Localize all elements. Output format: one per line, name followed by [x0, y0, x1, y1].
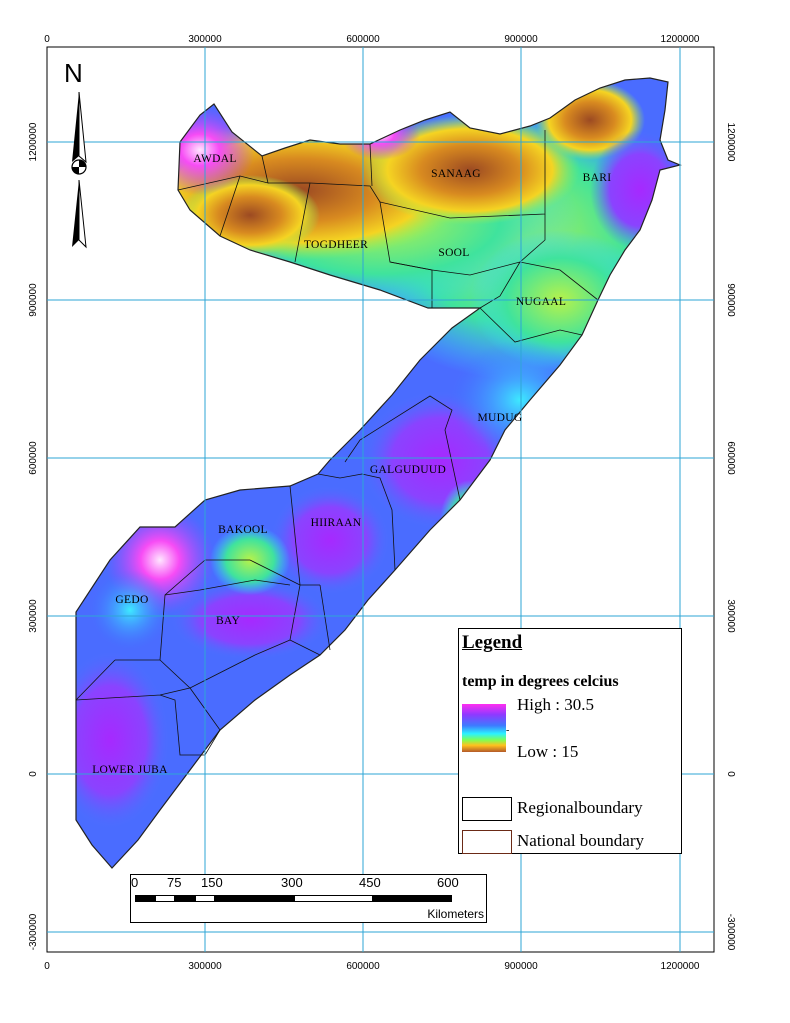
x-tick-top-label: 0: [44, 34, 50, 45]
scale-label-75: 75: [167, 875, 182, 890]
region-label-bay: BAY: [216, 615, 241, 627]
x-tick-top-label: 900000: [504, 34, 538, 45]
region-label-gedo: GEDO: [115, 594, 148, 606]
legend-color-ramp: [462, 704, 506, 752]
legend-national-swatch: [462, 830, 512, 854]
map-frame: [46, 46, 715, 953]
scale-label-300: 300: [281, 875, 303, 890]
scale-seg-5: [215, 895, 294, 902]
x-tick-bottom-label: 900000: [504, 961, 538, 972]
x-axis-bottom-ticks: 0 300000 600000 900000 1200000: [44, 961, 700, 972]
scale-bar: 0 75 150 300 450 600 Kilometers: [130, 874, 487, 923]
y-tick-right-label: 900000: [725, 283, 736, 317]
region-label-nugaal: NUGAAL: [516, 296, 566, 308]
region-label-sool: SOOL: [438, 247, 469, 259]
region-label-galguduud: GALGUDUUD: [370, 464, 446, 476]
y-tick-right-label: 300000: [725, 599, 736, 633]
y-tick-left-label: 300000: [28, 599, 39, 633]
y-tick-left-label: 0: [28, 771, 39, 777]
x-tick-bottom-label: 1200000: [661, 961, 700, 972]
y-tick-left-label: -300000: [28, 913, 39, 950]
x-tick-bottom-label: 300000: [188, 961, 222, 972]
region-label-lower-juba: LOWER JUBA: [92, 764, 168, 776]
legend-regional-label: Regionalboundary: [517, 798, 643, 817]
y-tick-right-label: 1200000: [725, 123, 736, 162]
scale-seg-6: [294, 895, 373, 902]
scale-unit: Kilometers: [427, 907, 484, 921]
legend-national-label: National boundary: [517, 831, 644, 850]
y-tick-right-label: 600000: [725, 441, 736, 475]
legend-regional-swatch: [462, 797, 512, 821]
legend-low: Low : 15: [517, 742, 579, 761]
y-axis-left-ticks: 1200000 900000 600000 300000 0 -300000: [28, 122, 39, 950]
region-label-mudug: MUDUG: [478, 412, 523, 424]
x-axis-top-ticks: 0 300000 600000 900000 1200000: [44, 34, 700, 45]
y-tick-left-label: 1200000: [28, 122, 39, 161]
region-label-bari: BARI: [583, 172, 612, 184]
y-tick-right-label: -300000: [725, 914, 736, 951]
scale-label-0: 0: [131, 875, 139, 890]
regional-boundaries: [75, 130, 599, 756]
scale-label-150: 150: [201, 875, 223, 890]
x-tick-top-label: 300000: [188, 34, 222, 45]
legend-high: High : 30.5: [517, 695, 594, 714]
x-tick-top-label: 600000: [346, 34, 380, 45]
y-axis-right-ticks: 1200000 900000 600000 300000 0 -300000: [725, 123, 736, 951]
scale-seg-4: [195, 895, 215, 902]
legend-ramp-tick: -: [506, 725, 510, 736]
scale-label-450: 450: [359, 875, 381, 890]
region-labels: AWDAL SANAAG BARI TOGDHEER SOOL NUGAAL MUDUG GA…: [92, 153, 611, 776]
region-label-awdal: AWDAL: [193, 153, 236, 165]
scale-seg-7: [373, 895, 452, 902]
scale-seg-1: [135, 895, 155, 902]
region-label-togdheer: TOGDHEER: [304, 239, 368, 251]
region-label-bakool: BAKOOL: [218, 524, 268, 536]
legend-title: Legend: [462, 632, 523, 653]
x-tick-bottom-label: 600000: [346, 961, 380, 972]
legend-subtitle: temp in degrees celcius: [462, 673, 619, 690]
scale-label-600: 600: [437, 875, 459, 890]
graticule: [47, 47, 714, 952]
x-tick-top-label: 1200000: [661, 34, 700, 45]
y-tick-right-label: 0: [725, 771, 736, 777]
region-label-hiiraan: HIIRAAN: [311, 517, 362, 529]
scale-seg-3: [175, 895, 195, 902]
north-arrow-icon: [71, 92, 87, 249]
legend: Legend temp in degrees celcius - High : …: [458, 628, 682, 854]
scale-seg-2: [155, 895, 175, 902]
x-tick-bottom-label: 0: [44, 961, 50, 972]
y-tick-left-label: 600000: [28, 441, 39, 475]
north-label: N: [64, 58, 83, 88]
y-tick-left-label: 900000: [28, 283, 39, 317]
region-label-sanaag: SANAAG: [431, 168, 481, 180]
